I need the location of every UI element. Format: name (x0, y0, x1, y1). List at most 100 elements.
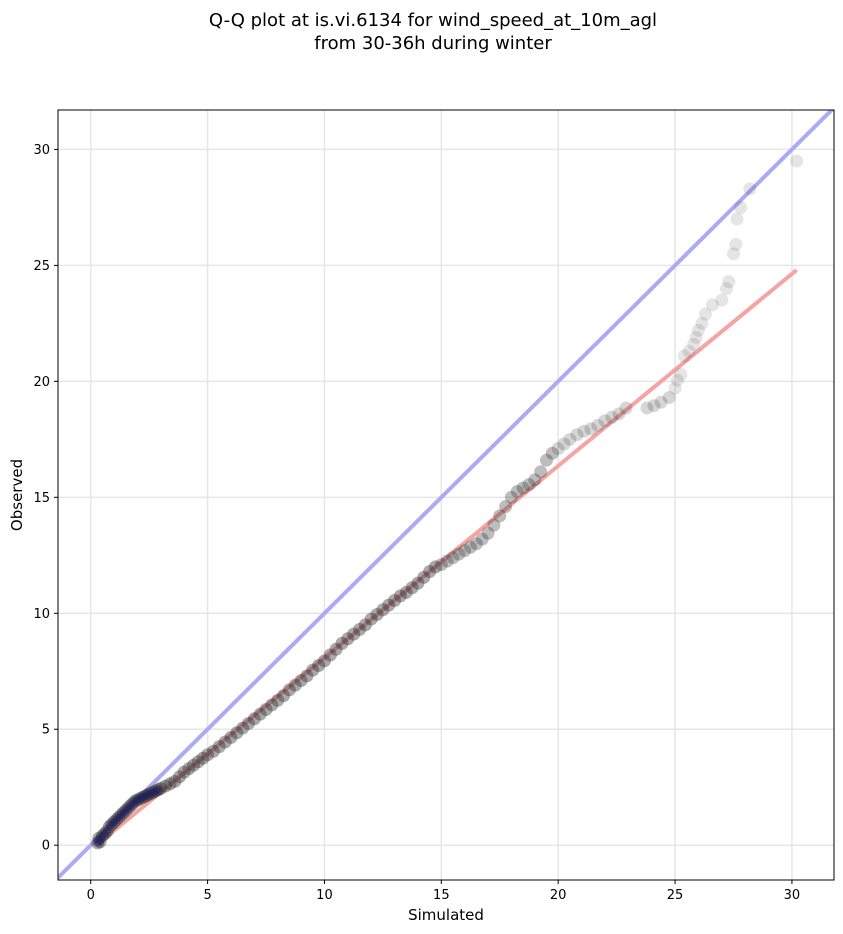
dense-point-13 (121, 806, 130, 815)
chart-title-line-1: Q-Q plot at is.vi.6134 for wind_speed_at… (209, 10, 657, 31)
data-point-79 (440, 554, 454, 568)
y-tick-label-1: 5 (42, 723, 50, 738)
data-point-119 (689, 330, 703, 344)
dense-point-0 (93, 838, 102, 847)
x-tick-label-4: 20 (550, 888, 567, 903)
dense-point-20 (138, 793, 147, 802)
data-point-30 (163, 777, 177, 791)
data-point-26 (149, 784, 163, 798)
data-point-17 (128, 794, 142, 808)
data-point-131 (743, 182, 757, 196)
data-point-16 (126, 796, 140, 810)
data-point-29 (159, 779, 173, 793)
dense-point-25 (149, 787, 158, 796)
data-point-28 (154, 781, 168, 795)
data-point-118 (687, 337, 701, 351)
dense-point-16 (128, 799, 137, 808)
data-point-106 (605, 410, 619, 424)
data-point-62 (341, 632, 355, 646)
data-point-132 (790, 154, 804, 168)
data-point-44 (236, 721, 250, 735)
data-point-124 (715, 293, 729, 307)
data-point-10 (112, 810, 126, 824)
data-point-36 (191, 755, 205, 769)
dense-point-14 (124, 804, 133, 813)
data-point-76 (423, 565, 437, 579)
data-point-110 (647, 399, 661, 413)
data-point-55 (300, 669, 314, 683)
dense-point-7 (107, 820, 116, 829)
data-point-43 (230, 726, 244, 740)
data-point-50 (271, 693, 285, 707)
data-point-56 (306, 663, 320, 677)
data-point-89 (499, 500, 513, 514)
data-point-98 (551, 442, 565, 456)
data-point-0 (91, 836, 105, 850)
data-point-71 (393, 589, 407, 603)
dense-point-21 (140, 792, 149, 801)
data-point-6 (102, 820, 116, 834)
data-point-74 (411, 576, 425, 590)
data-point-39 (206, 744, 220, 758)
dense-point-18 (133, 795, 142, 804)
data-point-126 (722, 275, 736, 289)
grid-lines (58, 110, 834, 880)
data-point-88 (493, 509, 507, 523)
x-axis-label: Simulated (408, 906, 484, 924)
data-point-7 (105, 817, 119, 831)
dense-point-24 (147, 789, 156, 798)
data-point-27 (152, 783, 166, 797)
data-point-37 (196, 751, 210, 765)
data-point-121 (695, 316, 709, 330)
data-point-19 (133, 792, 147, 806)
reference-lines (58, 110, 834, 880)
data-point-83 (464, 540, 478, 554)
fit-line (96, 268, 798, 846)
data-point-32 (173, 770, 187, 784)
data-point-93 (522, 478, 536, 492)
data-point-58 (317, 654, 331, 668)
data-point-96 (540, 453, 554, 467)
data-point-38 (201, 748, 215, 762)
data-point-14 (121, 801, 135, 815)
dense-point-11 (117, 811, 126, 820)
data-point-78 (434, 558, 448, 572)
data-point-54 (294, 674, 308, 688)
x-tick-label-5: 25 (667, 888, 684, 903)
data-point-64 (353, 623, 367, 637)
data-point-47 (253, 707, 267, 721)
data-point-2 (93, 835, 107, 849)
data-point-81 (452, 547, 466, 561)
y-axis-ticks: 0 5 10 15 20 25 30 (33, 143, 58, 854)
data-point-57 (312, 658, 326, 672)
data-point-94 (528, 473, 542, 487)
data-point-105 (598, 414, 612, 428)
data-point-41 (218, 735, 232, 749)
dense-point-8 (110, 818, 119, 827)
data-point-53 (288, 678, 302, 692)
data-point-3 (95, 829, 109, 843)
data-point-87 (487, 518, 501, 532)
dense-point-10 (114, 813, 123, 822)
x-tick-label-1: 5 (203, 888, 211, 903)
dense-point-15 (126, 801, 135, 810)
data-point-45 (241, 716, 255, 730)
data-point-95 (534, 465, 548, 479)
data-points (91, 154, 804, 850)
data-point-9 (109, 813, 123, 827)
dense-point-19 (135, 794, 144, 803)
data-point-82 (458, 544, 472, 558)
data-point-122 (698, 307, 712, 321)
data-point-69 (382, 598, 396, 612)
data-point-123 (705, 298, 719, 312)
plot-frame (57, 109, 835, 881)
data-point-15 (123, 799, 137, 813)
data-point-61 (335, 636, 349, 650)
data-point-128 (729, 238, 743, 252)
dense-point-1 (94, 834, 103, 843)
data-point-80 (446, 551, 460, 565)
data-point-90 (504, 490, 518, 504)
data-point-68 (376, 603, 390, 617)
data-point-114 (670, 373, 684, 387)
data-point-100 (563, 432, 577, 446)
